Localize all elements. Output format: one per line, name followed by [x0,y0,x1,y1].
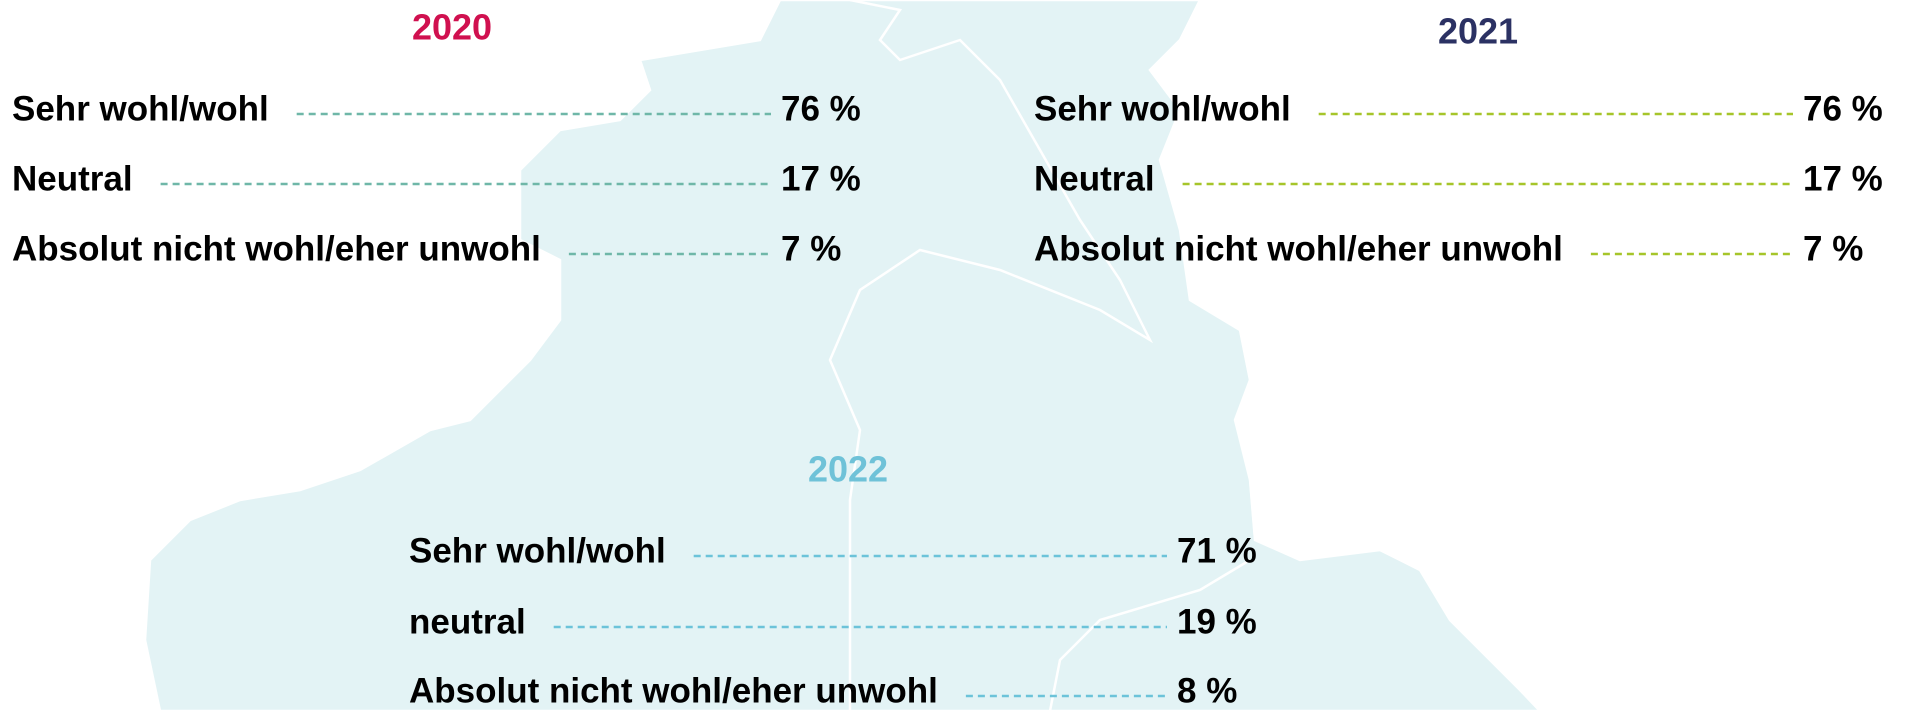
map-background [143,0,1542,711]
row-value: 17 % [781,159,861,198]
row-value: 7 % [781,229,841,268]
year-title: 2020 [412,7,492,48]
row-value: 76 % [781,89,861,128]
row-label: Neutral [12,159,133,198]
row-value: 7 % [1803,229,1863,268]
row-label: Absolut nicht wohl/eher unwohl [12,229,541,268]
row-label: Neutral [1034,159,1155,198]
row-value: 17 % [1803,159,1883,198]
row-value: 19 % [1177,602,1257,641]
row-value: 71 % [1177,531,1257,570]
row-label: Sehr wohl/wohl [1034,89,1291,128]
row-label: neutral [409,602,526,641]
row-value: 76 % [1803,89,1883,128]
row-label: Absolut nicht wohl/eher unwohl [409,671,938,710]
row-label: Sehr wohl/wohl [409,531,666,570]
year-title: 2021 [1438,11,1518,52]
row-value: 8 % [1177,671,1237,710]
row-label: Sehr wohl/wohl [12,89,269,128]
row-label: Absolut nicht wohl/eher unwohl [1034,229,1563,268]
year-title: 2022 [808,449,888,490]
